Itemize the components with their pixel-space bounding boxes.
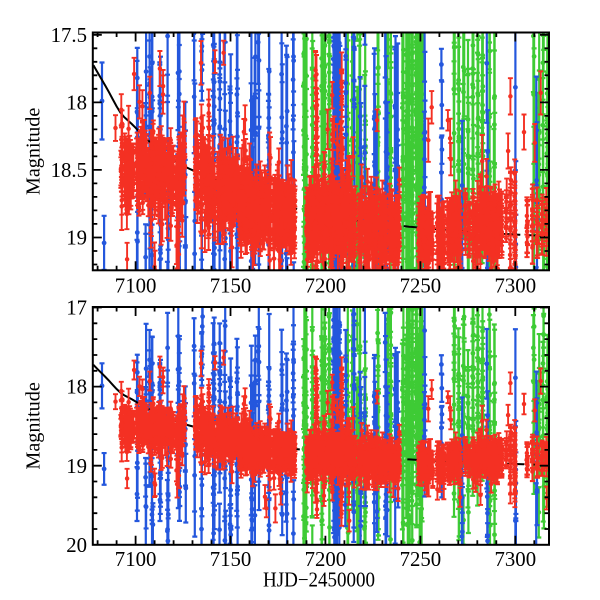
svg-text:7200: 7200	[305, 274, 347, 297]
svg-text:19: 19	[66, 227, 87, 250]
svg-text:7250: 7250	[400, 548, 442, 571]
svg-text:Magnitude: Magnitude	[23, 382, 45, 470]
svg-text:19: 19	[66, 455, 87, 478]
svg-text:18.5: 18.5	[51, 159, 87, 182]
svg-text:17: 17	[66, 297, 87, 320]
svg-text:7150: 7150	[210, 548, 252, 571]
svg-text:Magnitude: Magnitude	[23, 108, 45, 196]
svg-text:20: 20	[66, 534, 87, 557]
svg-text:7150: 7150	[210, 274, 252, 297]
svg-text:18: 18	[66, 376, 87, 399]
svg-text:17.5: 17.5	[51, 24, 87, 47]
svg-text:7100: 7100	[115, 274, 157, 297]
svg-text:7300: 7300	[495, 548, 537, 571]
svg-text:7250: 7250	[400, 274, 442, 297]
svg-text:HJD−2450000: HJD−2450000	[263, 568, 375, 591]
svg-text:7300: 7300	[495, 274, 537, 297]
svg-text:7100: 7100	[115, 548, 157, 571]
svg-text:7200: 7200	[305, 548, 347, 571]
svg-text:18: 18	[66, 91, 87, 114]
